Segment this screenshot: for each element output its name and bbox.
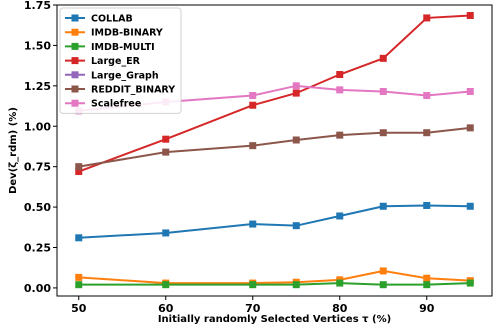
legend-label: Scalefree: [91, 99, 141, 110]
data-point: [162, 135, 170, 143]
legend-swatch-marker: [71, 28, 79, 36]
series-large-er: [75, 12, 474, 176]
data-point: [336, 212, 344, 220]
legend-swatch-marker: [71, 71, 79, 79]
data-point: [75, 168, 83, 176]
data-point: [292, 82, 300, 90]
data-point: [336, 131, 344, 139]
data-point: [466, 202, 474, 210]
data-point: [336, 279, 344, 287]
data-point: [249, 101, 257, 109]
data-point: [336, 86, 344, 94]
series-layer: [75, 12, 474, 289]
data-point: [249, 92, 257, 100]
data-point: [249, 220, 257, 228]
data-point: [75, 163, 83, 171]
axis-ticks: 50 60 70 80 90 0.00 0.25 0.50 0.75 1.00 1.25 1.50 1.…: [24, 0, 435, 315]
y-tick-label: 0.25: [24, 242, 51, 255]
series-line: [78, 269, 471, 285]
data-point: [423, 129, 431, 137]
legend: COLLAB IMDB-BINARY IMDB-MULTI Large_ER Large…: [59, 7, 182, 114]
legend-swatch-marker: [71, 57, 79, 65]
legend-label: REDDIT_BINARY: [91, 85, 175, 96]
data-point: [379, 202, 387, 210]
data-point: [423, 14, 431, 22]
series-line: [78, 282, 471, 286]
y-tick-label: 0.50: [24, 201, 51, 214]
data-point: [423, 92, 431, 100]
legend-label: IMDB-MULTI: [91, 42, 155, 53]
legend-swatch-marker: [71, 42, 79, 50]
data-point: [292, 222, 300, 230]
y-tick-label: 1.25: [24, 80, 51, 93]
y-tick-label: 0.75: [24, 161, 51, 174]
data-point: [336, 71, 344, 79]
series-reddit-binary: [75, 124, 474, 171]
plot-frame: [56, 4, 493, 297]
legend-label: Large_ER: [91, 56, 141, 67]
data-point: [75, 273, 83, 281]
data-point: [292, 281, 300, 289]
data-point: [466, 124, 474, 132]
data-point: [75, 281, 83, 289]
x-tick-label: 60: [158, 302, 174, 315]
y-axis-label: Dev(ζ_rdm) (%): [8, 107, 19, 194]
data-point: [379, 267, 387, 275]
data-point: [466, 279, 474, 287]
data-point: [466, 87, 474, 95]
series-line: [78, 204, 471, 239]
data-point: [162, 281, 170, 289]
data-point: [292, 89, 300, 97]
y-tick-label: 1.75: [24, 0, 51, 12]
data-point: [466, 12, 474, 20]
data-point: [162, 148, 170, 156]
x-tick-label: 50: [71, 302, 87, 315]
data-point: [423, 281, 431, 289]
legend-label: Large_Graph: [91, 70, 159, 81]
y-tick-label: 1.00: [24, 120, 51, 133]
series-collab: [75, 201, 474, 242]
legend-label: IMDB-BINARY: [91, 28, 163, 39]
series-line: [78, 126, 471, 168]
data-point: [292, 136, 300, 144]
x-tick-label: 90: [419, 302, 435, 315]
y-tick-label: 1.50: [24, 39, 51, 52]
legend-label: COLLAB: [91, 14, 133, 25]
data-point: [379, 87, 387, 95]
data-point: [379, 281, 387, 289]
x-tick-label: 70: [245, 302, 261, 315]
x-axis-label: Initially randomly Selected Vertices τ (…: [158, 314, 391, 325]
data-point: [75, 234, 83, 242]
legend-box: [59, 7, 182, 114]
data-point: [162, 229, 170, 237]
legend-swatch-marker: [71, 85, 79, 93]
data-point: [379, 54, 387, 62]
series-line: [78, 14, 471, 173]
legend-swatch-marker: [71, 99, 79, 107]
data-point: [249, 142, 257, 150]
data-point: [379, 129, 387, 137]
x-tick-label: 80: [332, 302, 348, 315]
data-point: [423, 274, 431, 282]
data-point: [249, 281, 257, 289]
series-imdb-multi: [75, 279, 474, 289]
data-point: [423, 201, 431, 209]
legend-swatch-marker: [71, 14, 79, 22]
y-tick-label: 0.00: [24, 282, 51, 295]
